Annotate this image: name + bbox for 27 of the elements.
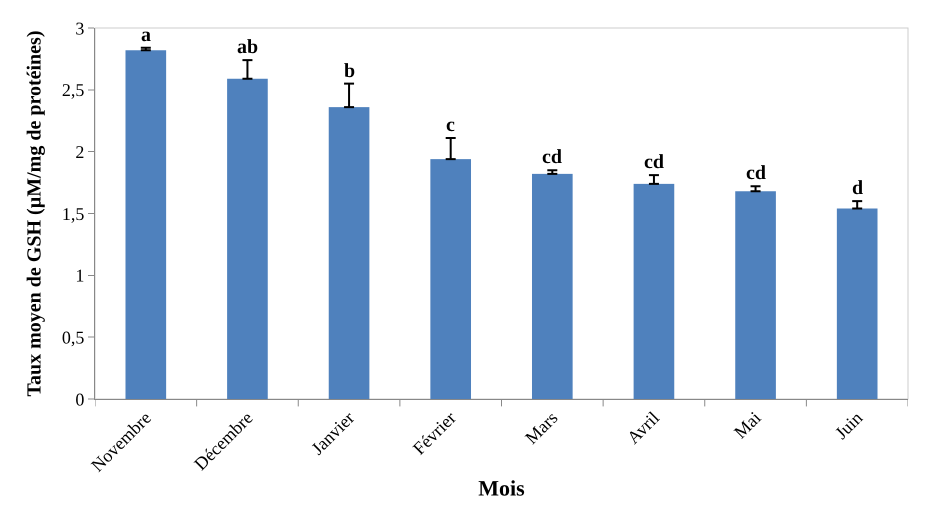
x-tick-label: Mai — [730, 408, 765, 442]
y-tick-label: 2 — [75, 142, 84, 162]
annotation: c — [446, 114, 455, 136]
bar — [328, 107, 370, 399]
annotation: ab — [237, 36, 258, 58]
y-tick-label: 1,5 — [62, 204, 84, 224]
y-tick-label: 0 — [75, 389, 84, 410]
annotation: cd — [644, 151, 664, 173]
x-axis-title: Mois — [478, 475, 526, 500]
bar — [735, 191, 776, 399]
bar — [125, 50, 166, 399]
y-tick-label: 3 — [75, 18, 84, 38]
annotation: cd — [746, 162, 766, 184]
bar — [634, 184, 674, 399]
bar — [532, 174, 573, 399]
annotation: b — [344, 60, 356, 82]
annotation: a — [141, 24, 151, 46]
y-tick-label: 1 — [75, 266, 84, 286]
bar — [836, 208, 878, 399]
y-axis-title: Taux moyen de GSH (µM/mg de protéines) — [23, 30, 46, 396]
y-tick-label: 2,5 — [62, 80, 84, 100]
annotation: cd — [542, 146, 562, 168]
x-tick-label: Juin — [831, 408, 866, 444]
annotation: d — [852, 177, 864, 199]
bar — [227, 78, 268, 399]
y-tick-label: 0,5 — [62, 327, 84, 348]
bar — [430, 159, 472, 399]
